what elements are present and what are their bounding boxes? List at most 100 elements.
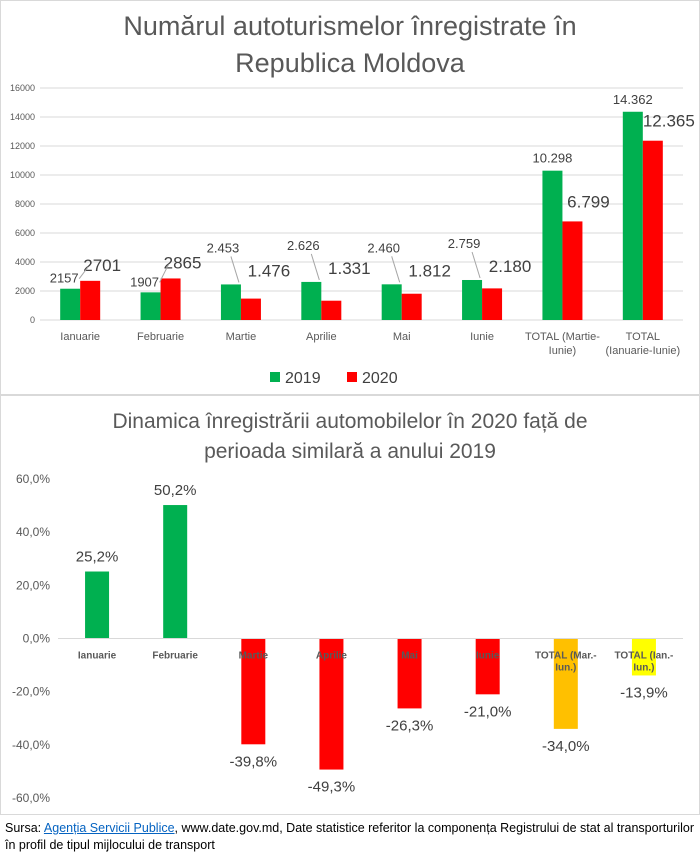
leader-line	[78, 266, 89, 280]
category-label: Ianuarie	[60, 331, 100, 343]
y-tick-label: 14000	[10, 112, 35, 122]
bars	[60, 111, 663, 320]
data-label: 2.759	[448, 236, 481, 251]
bar-2019	[542, 170, 563, 320]
data-label: 14.362	[613, 92, 653, 107]
x-axis-categories: Ianuarie Februarie Martie Aprilie Mai Iunie TO…	[78, 651, 674, 674]
bar-2019	[622, 111, 643, 320]
chart-title-line: Numărul autoturismelor înregistrate în	[123, 11, 576, 41]
category-label: Ianuarie	[78, 651, 117, 662]
data-label: 25,2%	[76, 549, 119, 566]
bar-2020	[80, 280, 101, 320]
data-label: 50,2%	[154, 482, 197, 499]
bar-2019	[462, 279, 483, 320]
y-tick-label: -40,0%	[12, 738, 50, 752]
leader-line	[230, 256, 240, 283]
category-label: Iun.)	[555, 663, 576, 674]
category-label: Iunie)	[549, 345, 577, 357]
y-axis-ticks: 0 2000 4000 6000 8000 10000 12000 14000 16000	[10, 83, 35, 325]
category-label: Iun.)	[633, 663, 654, 674]
category-label: TOTAL (Mar.-	[535, 651, 597, 662]
bar-2020	[482, 288, 503, 320]
data-labels: 25,2% 50,2% -39,8% -49,3% -26,3% -21,0% -34,0%…	[76, 482, 668, 796]
data-label: -49,3%	[308, 779, 356, 796]
chart-title-line: perioada similară a anului 2019	[204, 440, 496, 463]
y-tick-label: 0,0%	[23, 632, 51, 646]
data-label: -13,9%	[620, 684, 668, 701]
y-tick-label: 4000	[15, 257, 35, 267]
data-label: 10.298	[533, 151, 573, 166]
bar-2019	[220, 284, 241, 320]
data-label: 1907	[130, 274, 159, 289]
legend-label: 2020	[362, 370, 398, 387]
chart-frame	[0, 0, 700, 395]
category-label: Aprilie	[316, 651, 348, 662]
legend-swatch	[270, 372, 280, 382]
category-label: Februarie	[152, 651, 198, 662]
data-label: 2157	[50, 271, 79, 286]
y-tick-label: 0	[30, 315, 35, 325]
source-note: Sursa: Agenția Servicii Publice, www.dat…	[5, 820, 695, 854]
bar	[241, 638, 266, 745]
category-label: (Ianuarie-Iunie)	[606, 345, 681, 357]
data-label: 2.180	[489, 257, 532, 276]
data-label: 2.626	[287, 238, 320, 253]
data-label: -26,3%	[386, 717, 434, 734]
registrations-bar-chart: Numărul autoturismelor înregistrate în Re…	[0, 0, 700, 395]
y-tick-label: 12000	[10, 141, 35, 151]
legend: 2019 2020	[270, 370, 398, 387]
bar-2020	[321, 300, 342, 320]
chart-title-line: Republica Moldova	[235, 48, 466, 78]
bar-2019	[381, 284, 402, 320]
chart-title-line: Dinamica înregistrării automobilelor în …	[112, 410, 587, 433]
bar-2019	[301, 281, 322, 320]
data-label: 2865	[164, 253, 202, 272]
y-tick-label: 40,0%	[16, 525, 50, 539]
data-label: 2.453	[207, 240, 240, 255]
data-labels: 2157 2701 1907 2865 2.453 1.476 2.626 1.331 2.46…	[50, 92, 695, 290]
y-tick-label: 16000	[10, 83, 35, 93]
leader-line	[471, 251, 481, 279]
bar-2020	[240, 298, 261, 320]
category-label: Iunie	[476, 651, 500, 662]
bar-2019	[60, 288, 81, 320]
bar-2019	[140, 292, 161, 320]
data-label: 12.365	[643, 112, 695, 131]
data-label: -34,0%	[542, 738, 590, 755]
data-label: 1.812	[408, 261, 451, 280]
y-tick-label: 8000	[15, 199, 35, 209]
bar	[163, 505, 188, 639]
source-suffix: , www.date.gov.md, Date statistice refer…	[5, 821, 694, 852]
chart-frame	[0, 395, 700, 815]
data-label: 1.476	[248, 261, 291, 280]
category-label: Martie	[226, 331, 257, 343]
bar	[631, 638, 656, 676]
bar-2020	[401, 293, 422, 320]
y-tick-label: 20,0%	[16, 578, 50, 592]
data-label: 6.799	[567, 192, 610, 211]
bar	[319, 638, 344, 770]
data-label: -39,8%	[230, 753, 278, 770]
y-tick-label: 6000	[15, 228, 35, 238]
data-label: 2.460	[367, 240, 400, 255]
data-label: 1.331	[328, 259, 371, 278]
legend-swatch	[347, 372, 357, 382]
bar	[85, 571, 110, 639]
bar-2020	[562, 221, 583, 320]
source-link[interactable]: Agenția Servicii Publice	[43, 821, 175, 835]
x-axis-categories: Ianuarie Februarie Martie Aprilie Mai Iunie TO…	[60, 331, 680, 357]
y-tick-label: 10000	[10, 170, 35, 180]
chart-title: Numărul autoturismelor înregistrate în Re…	[123, 11, 576, 78]
y-tick-label: -20,0%	[12, 685, 50, 699]
legend-label: 2019	[285, 370, 321, 387]
bar	[397, 638, 422, 709]
y-axis-ticks: -60,0% -40,0% -20,0% 0,0% 20,0% 40,0% 60,0%	[12, 472, 50, 805]
bar	[475, 638, 500, 695]
bars	[85, 505, 656, 770]
category-label: Mai	[393, 331, 411, 343]
category-label: TOTAL	[626, 331, 660, 343]
leader-line	[159, 264, 170, 283]
y-tick-label: -60,0%	[12, 791, 50, 805]
y-tick-label: 60,0%	[16, 472, 50, 486]
